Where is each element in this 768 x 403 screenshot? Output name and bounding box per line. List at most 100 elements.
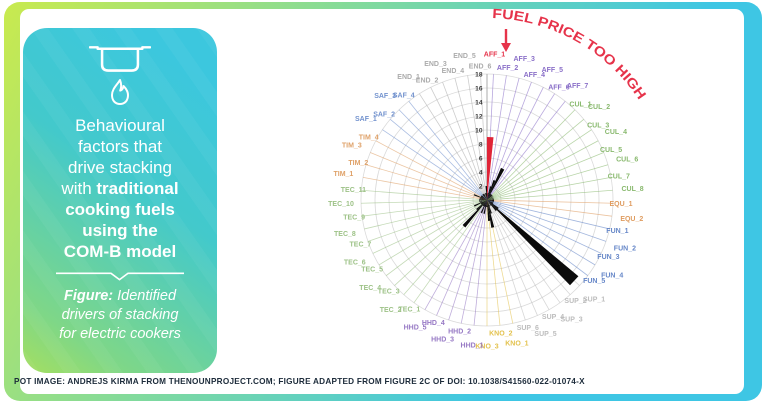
figure-caption-line-text: Identified	[113, 288, 177, 304]
chart-bar	[487, 200, 492, 214]
card-title-line-text: drive stacking	[68, 158, 172, 177]
spoke-line	[486, 199, 602, 254]
category-label: TEC_9	[343, 215, 365, 222]
category-label: TIM_3	[342, 142, 362, 149]
spoke-line	[486, 140, 599, 201]
radial-tick: 0	[479, 197, 483, 204]
category-label: AFF_7	[567, 83, 589, 90]
chart-bar	[487, 200, 499, 209]
chart-bar	[483, 200, 487, 214]
spoke-line	[486, 189, 613, 201]
chart-bar	[487, 200, 491, 221]
category-label: EQU_2	[620, 216, 643, 223]
chart-bar	[487, 199, 494, 201]
spoke-line	[382, 129, 488, 201]
chart-bar	[480, 200, 487, 204]
radial-tick: 14	[475, 99, 483, 106]
spoke-line	[430, 87, 488, 201]
spoke-line	[473, 199, 488, 326]
info-card: Behavioural factors that drive stacking wit…	[23, 28, 217, 373]
card-title-line: using the	[61, 220, 178, 241]
spoke-line	[486, 199, 526, 321]
category-label: SUP_6	[517, 325, 539, 332]
category-label: AFF_2	[497, 65, 518, 72]
chart-bar	[487, 180, 496, 200]
category-label: CUL_3	[587, 123, 609, 130]
card-title-line-text: COM-B model	[63, 242, 177, 261]
chart-bar	[480, 199, 487, 201]
category-label: HHD_4	[422, 320, 445, 327]
spoke-line	[486, 164, 609, 201]
chart-bar	[482, 194, 487, 200]
category-label: AFF_3	[513, 56, 535, 63]
chart-bar	[487, 200, 494, 204]
category-label: AFF_4	[524, 72, 546, 79]
spoke-line	[385, 199, 488, 276]
spoke-line	[367, 199, 488, 242]
spoke-line	[365, 164, 488, 201]
spoke-line	[448, 199, 488, 321]
category-label: KNO_2	[489, 331, 512, 338]
chart-bar	[481, 195, 487, 200]
spoke-line	[361, 199, 488, 217]
spoke-line	[486, 100, 566, 201]
spoke-line	[486, 199, 589, 276]
category-label: SAF_4	[393, 92, 415, 99]
category-label: FUN_3	[597, 254, 619, 261]
category-label: END_4	[442, 68, 465, 75]
category-label: SAF_2	[373, 112, 395, 119]
category-label: SUP_2	[564, 298, 586, 305]
spoke-line	[467, 75, 488, 201]
spoke-line	[372, 199, 488, 254]
category-label: HHD_3	[431, 337, 454, 344]
category-label: HHD_5	[404, 325, 427, 332]
category-label: HHD_1	[461, 343, 484, 350]
category-label: TIM_1	[333, 171, 353, 178]
spoke-line	[375, 140, 488, 201]
spoke-line	[436, 199, 488, 316]
chart-bar	[462, 200, 487, 228]
category-label: AFF_5	[542, 67, 564, 74]
spoke-line	[413, 199, 488, 303]
spoke-line	[419, 93, 488, 201]
category-label: TIM_2	[348, 160, 368, 167]
chart-bar	[483, 200, 487, 207]
chart-bar	[480, 200, 487, 202]
chart-bar	[485, 193, 487, 200]
card-title-line: Behavioural	[61, 115, 178, 136]
spoke-line	[389, 118, 488, 201]
category-label: TEC_2	[380, 307, 402, 314]
category-label: CUL_7	[608, 173, 630, 180]
category-label: END_6	[469, 64, 492, 71]
chart-bar	[484, 200, 487, 207]
category-label: TEC_11	[341, 187, 366, 194]
down-arrow-head-icon	[501, 43, 511, 52]
chart-bar	[487, 200, 491, 207]
category-label: SUP_5	[534, 331, 556, 338]
chart-bar	[487, 193, 492, 200]
category-label: TEC_6	[344, 259, 366, 266]
spoke-line	[460, 199, 488, 324]
category-label: HHD_2	[448, 329, 471, 336]
spoke-line	[486, 199, 561, 303]
card-title-line: drive stacking	[61, 157, 178, 178]
spoke-line	[486, 199, 550, 310]
category-label: TEC_7	[350, 241, 372, 248]
category-label: FUN_1	[606, 228, 628, 235]
category-label: AFF_6	[548, 84, 570, 91]
spoke-line	[486, 199, 571, 295]
category-label: END_3	[424, 61, 447, 68]
chart-bar	[480, 199, 487, 200]
radial-tick: 2	[479, 183, 483, 190]
spoke-line	[486, 199, 610, 230]
category-label: END_5	[453, 53, 476, 60]
figure-caption-line-text: for electric cookers	[59, 326, 181, 342]
card-title-line: with traditional	[61, 178, 178, 199]
spoke-line	[486, 199, 596, 266]
figure-caption-line-text: Figure:	[63, 288, 114, 304]
cooking-pot-icon	[89, 46, 151, 72]
category-label: SAF_1	[355, 116, 377, 123]
chart-bar	[487, 195, 493, 200]
spoke-line	[361, 189, 488, 201]
